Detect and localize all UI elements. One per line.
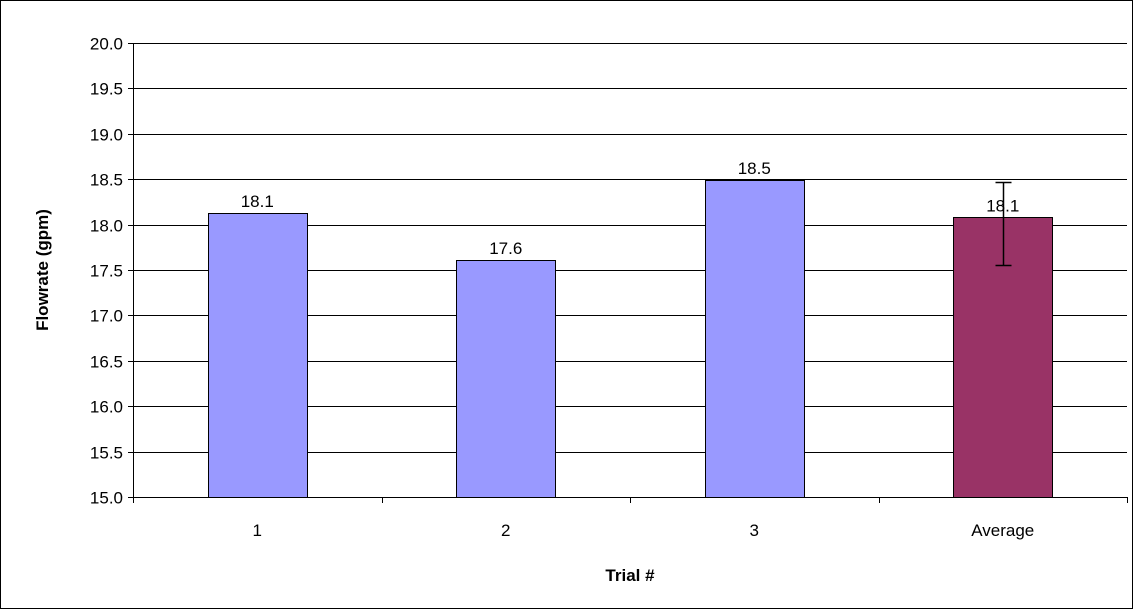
y-tick-label: 20.0 (90, 35, 123, 54)
data-label: 18.1 (986, 196, 1019, 215)
data-label: 18.5 (738, 159, 771, 178)
y-axis-title: Flowrate (gpm) (33, 209, 52, 331)
data-label: 18.1 (241, 192, 274, 211)
x-tick-label: Average (971, 521, 1034, 540)
y-tick-label: 15.5 (90, 444, 123, 463)
y-tick-label: 18.5 (90, 171, 123, 190)
y-tick-labels: 15.0 15.5 16.0 16.5 17.0 17.5 18.0 18.5 19.0 19.5… (90, 35, 123, 508)
x-tick-label: 3 (750, 521, 759, 540)
y-tick-label: 19.0 (90, 126, 123, 145)
y-tick-label: 15.0 (90, 489, 123, 508)
x-tick-label: 2 (501, 521, 510, 540)
x-axis-title: Trial # (605, 566, 655, 585)
y-tick-label: 16.0 (90, 398, 123, 417)
y-tick-label: 18.0 (90, 217, 123, 236)
bar-3 (706, 181, 805, 498)
x-tick-label: 1 (253, 521, 262, 540)
y-tick-label: 19.5 (90, 80, 123, 99)
bar-1 (209, 214, 308, 498)
data-label: 17.6 (489, 239, 522, 258)
x-tick-labels: 1 2 3 Average (253, 521, 1035, 540)
y-tick-label: 16.5 (90, 353, 123, 372)
bars (209, 181, 1053, 498)
data-labels: 18.1 17.6 18.5 18.1 (241, 159, 1020, 258)
y-tick-label: 17.0 (90, 307, 123, 326)
bar-2 (457, 261, 556, 498)
y-tick-label: 17.5 (90, 262, 123, 281)
